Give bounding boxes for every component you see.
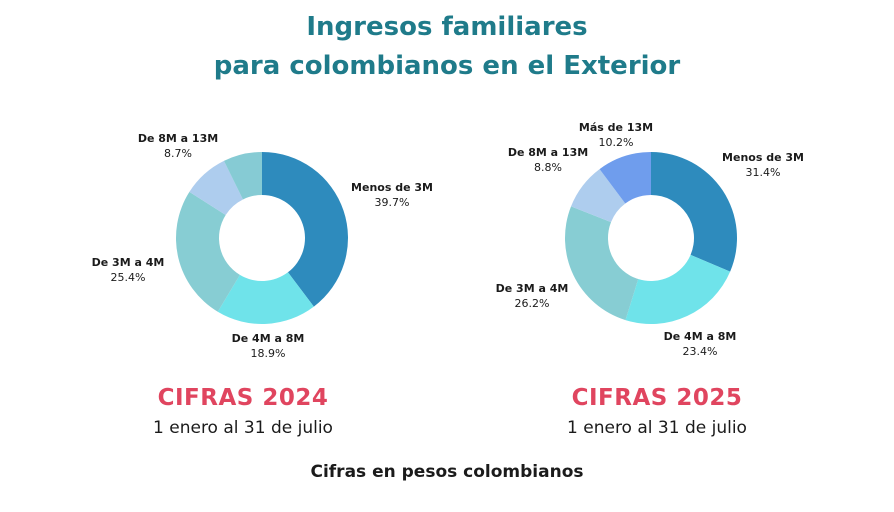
chart-2025-value-mas-de-13m: 10.2% [599, 136, 634, 149]
panel-period-2025: 1 enero al 31 de julio [567, 418, 747, 438]
chart-2024-slice-de-3m-a-4m [176, 191, 240, 312]
chart-2024-value-de-3m-a-4m: 25.4% [111, 271, 146, 284]
chart-2025: Menos de 3M 31.4% De 4M a 8M 23.4% De 3M a 4… [496, 121, 804, 358]
chart-2024-value-menos-de-3m: 39.7% [375, 196, 410, 209]
chart-2025-label-de-3m-a-4m: De 3M a 4M [496, 282, 569, 295]
chart-2025-label-mas-de-13m: Más de 13M [579, 121, 653, 134]
chart-2025-value-de-4m-a-8m: 23.4% [683, 345, 718, 358]
chart-2025-label-menos-de-3m: Menos de 3M [722, 151, 804, 164]
chart-2025-slice-mas-de-13m [599, 152, 651, 204]
panel-heading-2025: CIFRAS 2025 [571, 385, 743, 411]
title-line-1: Ingresos familiares [306, 12, 588, 42]
footnote: Cifras en pesos colombianos [310, 462, 584, 482]
chart-2025-value-de-3m-a-4m: 26.2% [515, 297, 550, 310]
title-line-2: para colombianos en el Exterior [213, 51, 681, 81]
chart-2024-slice-menos-de-3m [262, 152, 348, 307]
chart-2024-slice-unlabeled [223, 152, 262, 200]
chart-2025-label-de-8m-a-13m: De 8M a 13M [508, 146, 588, 159]
chart-2025-slice-de-3m-a-4m [565, 206, 639, 321]
chart-2024-label-de-3m-a-4m: De 3M a 4M [92, 256, 165, 269]
chart-2024: Menos de 3M 39.7% De 4M a 8M 18.9% De 3M a 4… [92, 132, 433, 360]
panel-period-2024: 1 enero al 31 de julio [153, 418, 333, 438]
panel-heading-2024: CIFRAS 2024 [157, 385, 329, 411]
chart-title: Ingresos familiares para colombianos en … [0, 8, 894, 86]
chart-2025-slice-menos-de-3m [651, 152, 738, 272]
chart-2024-slice-de-4m-a-8m [217, 272, 314, 324]
chart-2025-label-de-4m-a-8m: De 4M a 8M [664, 330, 737, 343]
chart-2025-value-de-8m-a-13m: 8.8% [534, 161, 562, 174]
chart-2025-slice-de-8m-a-13m [571, 169, 626, 223]
chart-2024-value-de-8m-a-13m: 8.7% [164, 147, 192, 160]
chart-2025-value-menos-de-3m: 31.4% [746, 166, 781, 179]
chart-2024-label-menos-de-3m: Menos de 3M [351, 181, 433, 194]
chart-2024-value-de-4m-a-8m: 18.9% [251, 347, 286, 360]
chart-2024-label-de-4m-a-8m: De 4M a 8M [232, 332, 305, 345]
chart-2024-label-de-8m-a-13m: De 8M a 13M [138, 132, 218, 145]
chart-2024-slice-de-8m-a-13m [189, 160, 243, 215]
chart-2025-slice-de-4m-a-8m [625, 254, 731, 324]
